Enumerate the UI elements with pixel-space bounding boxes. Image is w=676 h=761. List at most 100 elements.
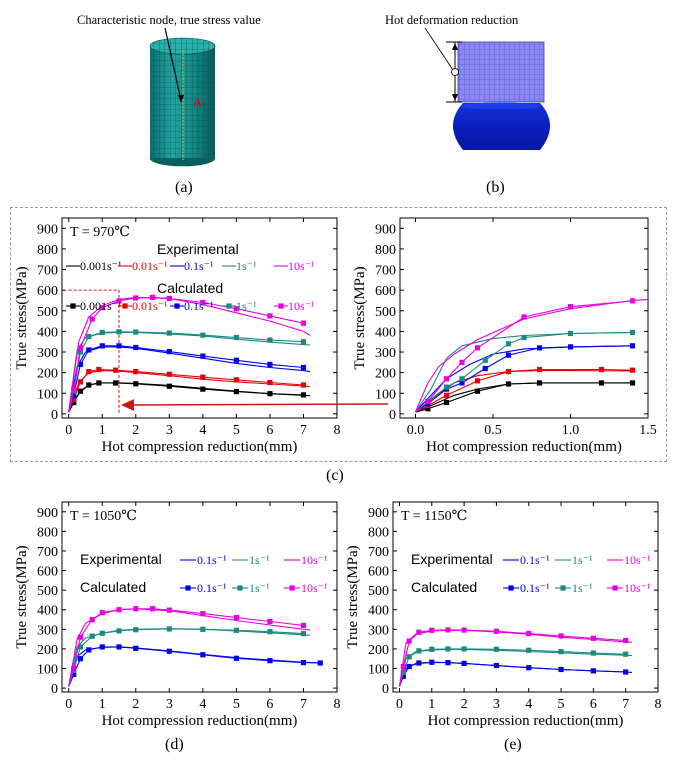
y-tick-label: 400 (37, 325, 58, 340)
experimental-line-1s⁻¹ (68, 628, 311, 687)
legend-calculated-marker (226, 303, 232, 309)
calculated-point (526, 631, 532, 637)
calculated-point (116, 298, 122, 304)
calculated-point (300, 364, 307, 371)
calculated-line-0.1s⁻¹ (68, 646, 321, 687)
y-axis-label: True stress(MPa) (14, 545, 30, 648)
calculated-point (590, 635, 596, 641)
y-tick-label: 100 (375, 387, 396, 402)
chart-1150c: 0 100 200 300 400 500 600 700 800 900 0 1 2 3 4 5 6 7 8 Hot… (345, 501, 662, 729)
calculated-point (166, 371, 172, 377)
legend-experimental-label: Experimental (80, 551, 162, 567)
x-tick-label: 6 (590, 697, 597, 712)
calculated-point (590, 650, 596, 656)
calculated-point (406, 638, 412, 644)
calculated-line-0.01s⁻¹ (415, 368, 633, 413)
experimental-line-0.01s⁻¹ (68, 370, 311, 412)
calculated-point (558, 666, 564, 673)
calculated-point (317, 660, 323, 666)
calculated-point (116, 628, 122, 634)
calculated-point (505, 341, 512, 347)
caption-e: (e) (504, 736, 522, 753)
plot-area (398, 627, 633, 687)
calculated-point (233, 614, 239, 621)
calculated-point (567, 344, 574, 350)
y-tick-label: 300 (375, 346, 396, 361)
caption-a: (a) (175, 179, 193, 196)
x-tick-label: 7 (300, 697, 307, 712)
calculated-point (300, 392, 307, 398)
dimension-marker (424, 27, 462, 103)
calculated-point (493, 662, 500, 669)
y-tick-label: 200 (37, 643, 58, 658)
calculated-point (521, 334, 527, 341)
x-tick-label: 1.5 (639, 423, 657, 438)
calculated-point (86, 347, 92, 353)
legend-experimental-rate: 10s⁻¹ (301, 553, 328, 567)
y-tick-label: 300 (368, 623, 389, 638)
calculated-point (482, 365, 488, 372)
calculated-point (200, 652, 206, 658)
legend-experimental-label: Experimental (411, 551, 493, 567)
y-tick-label: 400 (368, 604, 389, 619)
legend-experimental-rate: 0.1s⁻¹ (520, 553, 550, 567)
calculated-point (445, 660, 451, 666)
y-tick-label: 500 (37, 584, 58, 599)
calculated-point (623, 651, 629, 657)
y-tick-label: 600 (37, 284, 58, 299)
x-tick-label: 0 (65, 423, 72, 438)
experimental-line-0.1s⁻¹ (68, 346, 311, 412)
calculated-point (474, 388, 481, 394)
calculated-point (233, 627, 239, 633)
y-axis-label: True stress(MPa) (14, 266, 30, 369)
calculated-point (629, 343, 636, 349)
calculated-point (113, 380, 119, 386)
calculated-point (86, 369, 92, 375)
legend-calculated-label: Calculated (411, 579, 477, 595)
annotation-characteristic-node: Characteristic node, true stress value (77, 13, 261, 27)
panel-c-border (10, 207, 667, 462)
calculated-line-1s⁻¹ (68, 628, 304, 687)
calculated-point (443, 392, 450, 398)
calculated-point (590, 668, 596, 674)
legend-calculated-rate: 0.01s⁻¹ (132, 299, 168, 313)
x-tick-label: 2 (132, 423, 139, 438)
calculated-point (425, 398, 431, 405)
x-tick-label: 5 (233, 697, 240, 712)
y-tick-label: 900 (37, 506, 58, 521)
calculated-point (200, 353, 206, 359)
calculated-point (629, 329, 636, 336)
y-tick-label: 500 (368, 584, 389, 599)
calculated-point (200, 332, 206, 338)
specimen-mesh (453, 41, 550, 150)
calculated-point (536, 366, 543, 373)
calculated-point (77, 388, 84, 394)
calculated-point (133, 645, 139, 651)
calculated-line-0.1s⁻¹ (398, 661, 626, 687)
calculated-point (300, 339, 307, 345)
experimental-line-0.1s⁻¹ (68, 646, 321, 687)
legend-calculated-marker (560, 585, 566, 591)
legend-calculated-marker (237, 585, 243, 591)
calculated-point (406, 654, 412, 660)
y-tick-label: 100 (368, 662, 389, 677)
calculated-line-10s⁻¹ (398, 629, 626, 687)
y-tick-label: 100 (37, 387, 58, 402)
x-tick-label: 8 (655, 697, 662, 712)
calculated-point (526, 665, 532, 671)
legend-experimental-rate: 1s⁻¹ (572, 553, 593, 567)
x-tick-label: 6 (266, 697, 273, 712)
calculated-point (200, 611, 206, 617)
calculated-point (77, 361, 84, 367)
calculated-point (200, 299, 206, 306)
calculated-point (400, 669, 406, 676)
x-axis-label: Hot compression reduction(mm) (102, 439, 298, 455)
y-tick-label: 900 (375, 222, 396, 237)
legend-experimental-rate: 1s⁻¹ (236, 259, 257, 273)
calculated-point (200, 626, 206, 632)
y-tick-label: 800 (368, 525, 389, 540)
calculated-point (505, 381, 512, 387)
calculated-point (521, 314, 527, 320)
calculated-point (400, 673, 406, 679)
calculated-point (89, 316, 95, 322)
